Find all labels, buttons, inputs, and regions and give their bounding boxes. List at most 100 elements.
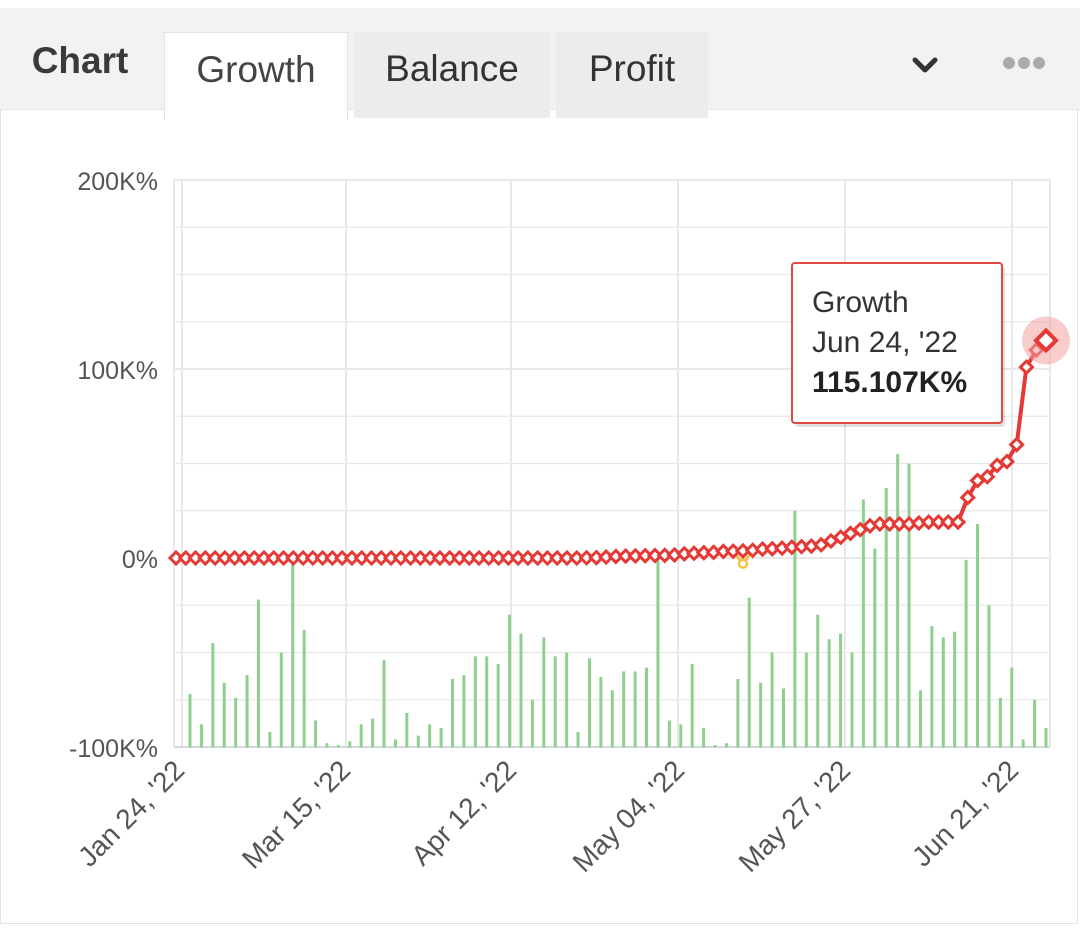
daily-bar [496,663,500,748]
tooltip: Growth Jun 24, '22 115.107K% [791,262,1070,427]
daily-bar [839,633,843,748]
daily-bar [279,652,283,748]
y-tick-label: -100K% [69,735,158,763]
daily-bar [690,663,694,748]
dropdown-button[interactable] [900,40,950,90]
daily-bar [314,720,318,748]
daily-bar [622,671,626,748]
tab-bar: Chart Growth Balance Profit [0,8,1080,119]
daily-bar [873,548,877,748]
tooltip-box [791,262,1003,424]
daily-bar [428,724,432,748]
daily-bar [930,626,934,748]
tooltip-date: Jun 24, '22 [812,326,958,359]
y-tick-label: 0% [122,546,158,574]
x-tick-label: Jan 24, '22 [72,754,190,872]
tab-profit-label: Profit [588,48,676,89]
x-axis-labels: Jan 24, '22 Mar 15, '22 Apr 12, '22 May 04,… [72,754,1024,878]
daily-bar [359,724,363,748]
more-dots-icon [1003,57,1045,69]
daily-bar [976,523,980,748]
daily-bar [336,745,340,748]
x-tick-label: Apr 12, '22 [405,754,522,871]
daily-bar [667,720,671,748]
daily-bar [291,559,295,748]
daily-bar [702,728,706,748]
daily-bar [633,671,637,748]
bar-series [188,454,1048,748]
tab-chart[interactable]: Chart [0,24,160,110]
daily-bar [508,614,512,748]
growth-point [949,513,967,531]
more-button[interactable] [996,38,1052,88]
highlight-point [1033,327,1059,354]
daily-bar [861,499,865,748]
tab-balance-label: Balance [385,48,519,89]
daily-bar [816,614,820,748]
daily-bar [199,724,203,748]
daily-bar [759,682,763,748]
growth-point [959,489,976,506]
daily-bar [679,724,683,748]
daily-bar [451,678,455,748]
daily-bar [724,743,728,748]
daily-bar [907,463,911,748]
daily-bar [439,728,443,748]
daily-bar [405,712,409,748]
daily-bar [382,660,386,748]
tab-growth[interactable]: Growth [164,32,348,119]
daily-bar [222,682,226,748]
daily-bar [804,652,808,748]
daily-bar [610,690,614,748]
daily-bar [245,675,249,748]
daily-bar [519,633,523,748]
x-tick-label: May 27, '22 [733,754,857,878]
daily-bar [953,631,957,748]
daily-bar [850,652,854,748]
daily-bar [747,597,751,748]
daily-bar [393,739,397,748]
daily-bar [302,629,306,748]
daily-bar [416,735,420,748]
daily-bar [1033,699,1037,748]
daily-bar [188,694,192,748]
daily-bar [348,741,352,748]
x-tick-label: Mar 15, '22 [236,754,356,874]
tab-growth-label: Growth [196,49,316,90]
chart-area: 200K% 100K% 0% -100K% Jan 24, '22 Mar 15, '2… [0,110,1080,926]
daily-bar [211,643,215,748]
daily-bar [781,688,785,748]
daily-bar [473,656,477,748]
daily-bar [268,731,272,748]
x-tick-label: Jun 21, '22 [906,754,1024,872]
growth-point [998,453,1016,470]
daily-bar [485,656,489,748]
daily-bar [542,637,546,748]
growth-chart: 200K% 100K% 0% -100K% Jan 24, '22 Mar 15, '2… [69,168,1070,878]
daily-bar [987,605,991,748]
daily-bar [736,678,740,748]
y-axis-labels: 200K% 100K% 0% -100K% [69,168,158,763]
daily-bar [793,510,797,748]
daily-bar [599,677,603,748]
daily-bar [1044,728,1048,748]
tab-profit[interactable]: Profit [556,32,708,118]
daily-bar [256,599,260,748]
daily-bar [576,731,580,748]
growth-point [1018,358,1035,376]
daily-bar [770,652,774,748]
tab-balance[interactable]: Balance [354,32,550,118]
tooltip-series: Growth [812,286,909,319]
daily-bar [462,675,466,748]
tab-chart-label: Chart [31,40,129,81]
daily-bar [530,699,534,748]
daily-bar [884,488,888,748]
growth-point [1008,436,1025,453]
daily-bar [234,697,238,748]
daily-bar [587,658,591,748]
y-tick-label: 200K% [77,168,158,196]
y-tick-label: 100K% [77,357,158,385]
daily-bar [656,558,660,748]
daily-bar [553,656,557,748]
growth-series [167,332,1055,567]
